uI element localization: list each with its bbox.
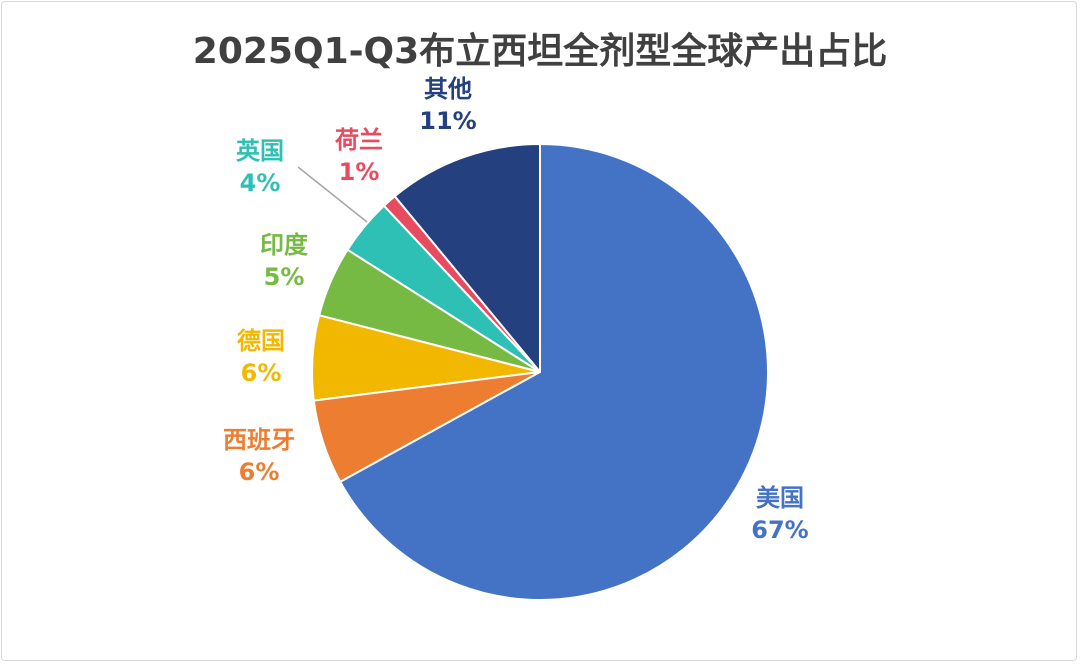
label-germany: 德国 6%: [237, 327, 285, 387]
label-other: 其他 11%: [419, 75, 477, 135]
pie-slice-other: [393, 142, 541, 375]
label-spain: 西班牙 6%: [223, 426, 295, 486]
label-us: 美国 67%: [751, 484, 809, 544]
label-netherlands: 荷兰 1%: [335, 126, 383, 186]
leader-line-uk: [297, 166, 368, 223]
pie-slice-us: [338, 142, 769, 601]
label-india: 印度 5%: [260, 231, 308, 291]
chart-title: 2025Q1-Q3布立西坦全剂型全球产出占比: [192, 31, 888, 72]
label-uk: 英国 4%: [236, 137, 284, 197]
